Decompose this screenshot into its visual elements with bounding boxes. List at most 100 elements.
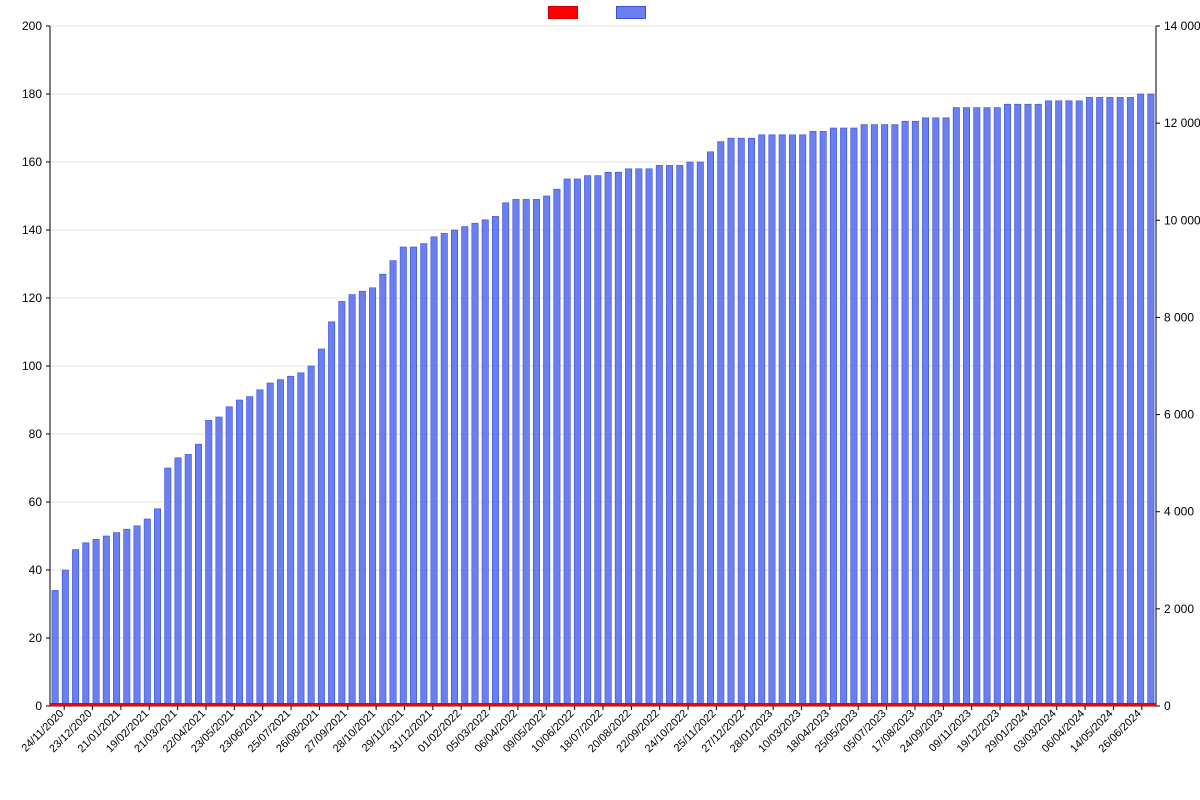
svg-text:40: 40 — [29, 563, 43, 577]
svg-text:4 000: 4 000 — [1164, 505, 1194, 519]
bar-red — [617, 703, 645, 706]
bar-blue — [390, 261, 396, 706]
bar-blue — [544, 196, 550, 706]
bar-red — [872, 703, 900, 706]
bar-red — [78, 703, 106, 706]
legend — [0, 6, 1200, 19]
bar-blue — [1015, 104, 1021, 706]
bar-blue — [134, 526, 140, 706]
bar-blue — [963, 108, 969, 706]
bar-blue — [1004, 104, 1010, 706]
bar-blue — [687, 162, 693, 706]
bar-blue — [1066, 101, 1072, 706]
bar-blue — [922, 118, 928, 706]
bar-blue — [267, 383, 273, 706]
bar-red — [475, 703, 503, 706]
bar-blue — [236, 400, 242, 706]
bar-red — [192, 703, 220, 706]
bar-blue — [431, 237, 437, 706]
bar-blue — [1056, 101, 1062, 706]
bar-blue — [144, 519, 150, 706]
bar-red — [986, 703, 1014, 706]
bar-blue — [277, 380, 283, 706]
bar-blue — [1097, 97, 1103, 706]
bar-blue — [656, 165, 662, 706]
bar-blue — [1035, 104, 1041, 706]
svg-text:160: 160 — [22, 155, 42, 169]
bar-blue — [369, 288, 375, 706]
bar-blue — [400, 247, 406, 706]
bar-red — [560, 703, 588, 706]
svg-text:140: 140 — [22, 223, 42, 237]
bar-blue — [441, 233, 447, 706]
bar-blue — [595, 176, 601, 706]
bar-blue — [380, 274, 386, 706]
bar-blue — [165, 468, 171, 706]
bar-red — [844, 703, 872, 706]
legend-swatch-blue — [616, 6, 646, 19]
bar-blue — [298, 373, 304, 706]
bar-blue — [124, 529, 130, 706]
bar-blue — [677, 165, 683, 706]
bar-red — [731, 703, 759, 706]
bar-blue — [820, 131, 826, 706]
bar-blue — [728, 138, 734, 706]
bar-red — [1014, 703, 1042, 706]
bar-blue — [1137, 94, 1143, 706]
bar-red — [249, 703, 277, 706]
bar-blue — [1086, 97, 1092, 706]
svg-text:100: 100 — [22, 359, 42, 373]
bar-blue — [349, 295, 355, 706]
bar-blue — [769, 135, 775, 706]
svg-text:14 000: 14 000 — [1164, 19, 1200, 33]
bar-blue — [861, 125, 867, 706]
bar-blue — [62, 570, 68, 706]
legend-item-red — [548, 6, 584, 19]
bar-blue — [738, 138, 744, 706]
bar-blue — [513, 199, 519, 706]
svg-text:2 000: 2 000 — [1164, 602, 1194, 616]
bar-blue — [605, 172, 611, 706]
bar-blue — [584, 176, 590, 706]
bar-blue — [257, 390, 263, 706]
svg-text:0: 0 — [1164, 699, 1171, 713]
bar-blue — [697, 162, 703, 706]
bar-blue — [216, 417, 222, 706]
bar-red — [220, 703, 248, 706]
bar-blue — [830, 128, 836, 706]
bar-red — [390, 703, 418, 706]
svg-text:8 000: 8 000 — [1164, 310, 1194, 324]
bar-blue — [625, 169, 631, 706]
bar-red — [929, 703, 957, 706]
bar-blue — [52, 590, 58, 706]
bar-blue — [533, 199, 539, 706]
bar-red — [334, 703, 362, 706]
bar-blue — [779, 135, 785, 706]
bar-red — [759, 703, 787, 706]
bar-blue — [953, 108, 959, 706]
bar-blue — [759, 135, 765, 706]
bar-blue — [503, 203, 509, 706]
bar-blue — [810, 131, 816, 706]
bar-blue — [83, 543, 89, 706]
bar-blue — [462, 227, 468, 706]
bar-blue — [328, 322, 334, 706]
svg-text:180: 180 — [22, 87, 42, 101]
bar-red — [107, 703, 135, 706]
bar-blue — [93, 539, 99, 706]
bar-red — [787, 703, 815, 706]
svg-text:120: 120 — [22, 291, 42, 305]
bar-blue — [574, 179, 580, 706]
bar-blue — [318, 349, 324, 706]
bar-red — [589, 703, 617, 706]
bar-blue — [226, 407, 232, 706]
bar-red — [957, 703, 985, 706]
chart-svg: 020406080100120140160180200 02 0004 0006… — [0, 0, 1200, 800]
svg-text:200: 200 — [22, 19, 42, 33]
bar-red — [702, 703, 730, 706]
bar-blue — [984, 108, 990, 706]
bar-red — [1128, 703, 1156, 706]
svg-text:6 000: 6 000 — [1164, 408, 1194, 422]
bar-blue — [636, 169, 642, 706]
y-axis-right-ticks: 02 0004 0006 0008 00010 00012 00014 000 — [1156, 19, 1200, 713]
